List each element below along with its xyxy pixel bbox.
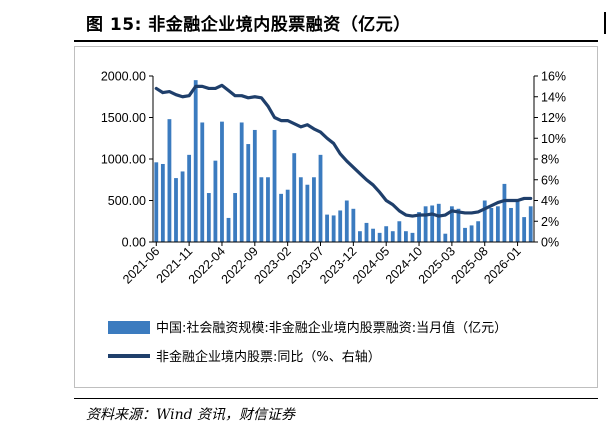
bar xyxy=(246,144,251,242)
bar xyxy=(476,221,481,242)
bar xyxy=(200,122,205,242)
bar xyxy=(193,80,198,243)
bar xyxy=(167,119,172,242)
bar xyxy=(423,206,428,242)
title-divider xyxy=(74,40,598,42)
right-tick-label: 8% xyxy=(541,153,559,167)
left-tick-label: 1000.00 xyxy=(101,153,146,167)
right-tick-label: 6% xyxy=(541,173,559,187)
bar xyxy=(305,184,310,242)
legend-bar-swatch xyxy=(108,321,150,334)
figure-title: 图 15: 非金融企业境内股票融资（亿元） xyxy=(86,15,411,35)
bar xyxy=(489,207,494,242)
bar xyxy=(410,232,415,242)
bar xyxy=(463,227,467,242)
bar xyxy=(325,214,329,242)
line-layer xyxy=(154,83,533,218)
bar xyxy=(272,129,277,242)
bar xyxy=(206,193,211,242)
bar xyxy=(502,183,507,242)
x-tick-label: 2021-06 xyxy=(120,244,162,286)
right-tick-label: 10% xyxy=(541,132,566,146)
bar xyxy=(436,203,441,242)
bar xyxy=(233,193,238,242)
bar xyxy=(252,129,257,242)
bar xyxy=(344,200,349,242)
bar xyxy=(331,215,336,242)
bar xyxy=(509,207,513,242)
bar xyxy=(338,210,343,242)
bar xyxy=(154,162,159,242)
bar xyxy=(469,225,474,242)
source-note: 资料来源：Wind 资讯，财信证券 xyxy=(86,407,296,423)
bar xyxy=(456,208,461,242)
bar xyxy=(351,208,356,242)
bar xyxy=(160,163,165,242)
bar xyxy=(358,231,362,242)
bar xyxy=(515,200,520,242)
bar xyxy=(417,212,421,242)
bar xyxy=(384,226,389,242)
bar xyxy=(495,206,500,242)
bar xyxy=(174,178,178,242)
left-tick-label: 1500.00 xyxy=(101,111,146,125)
bars-layer xyxy=(154,80,533,243)
legend: 中国:社会融资规模:非金融企业境内股票融资:当月值（亿元） 非金融企业境内股票:同… xyxy=(108,320,507,365)
right-tick-label: 2% xyxy=(541,215,559,229)
right-tick-label: 14% xyxy=(541,90,566,104)
left-tick-label: 2000.00 xyxy=(101,70,146,84)
bar xyxy=(298,177,303,242)
legend-bar-label: 中国:社会融资规模:非金融企业境内股票融资:当月值（亿元） xyxy=(156,320,507,336)
bar xyxy=(443,233,448,242)
bar xyxy=(390,231,395,242)
right-tick-label: 16% xyxy=(541,70,566,84)
bar xyxy=(377,232,382,242)
bar xyxy=(430,205,435,242)
yoy-line xyxy=(154,83,533,218)
bar xyxy=(482,200,487,242)
right-tick-label: 12% xyxy=(541,111,566,125)
bar xyxy=(279,193,283,242)
bar xyxy=(187,154,192,242)
bar xyxy=(522,217,527,242)
bar xyxy=(449,206,454,242)
bar xyxy=(318,154,323,242)
bar xyxy=(259,177,264,242)
bar xyxy=(364,222,369,242)
bar xyxy=(292,153,297,242)
page-edge-mark xyxy=(604,12,606,34)
bar xyxy=(285,189,290,242)
bar xyxy=(220,121,224,242)
left-tick-label: 500.00 xyxy=(108,194,146,208)
right-tick-label: 4% xyxy=(541,194,559,208)
bar xyxy=(226,217,231,242)
x-tick-label: 2026-01 xyxy=(481,244,523,286)
left-tick-label: 0.00 xyxy=(122,236,146,250)
source-divider xyxy=(74,398,598,399)
bar xyxy=(180,171,185,242)
bar xyxy=(266,177,270,242)
bar xyxy=(239,122,244,242)
bar xyxy=(312,177,316,242)
bar xyxy=(371,228,375,242)
chart-frame xyxy=(74,46,598,388)
bar xyxy=(528,206,533,242)
legend-line-label: 非金融企业境内股票:同比（%、右轴） xyxy=(156,349,381,365)
bar xyxy=(397,221,402,242)
bar xyxy=(404,231,408,242)
bar xyxy=(213,160,218,242)
right-tick-label: 0% xyxy=(541,236,559,250)
